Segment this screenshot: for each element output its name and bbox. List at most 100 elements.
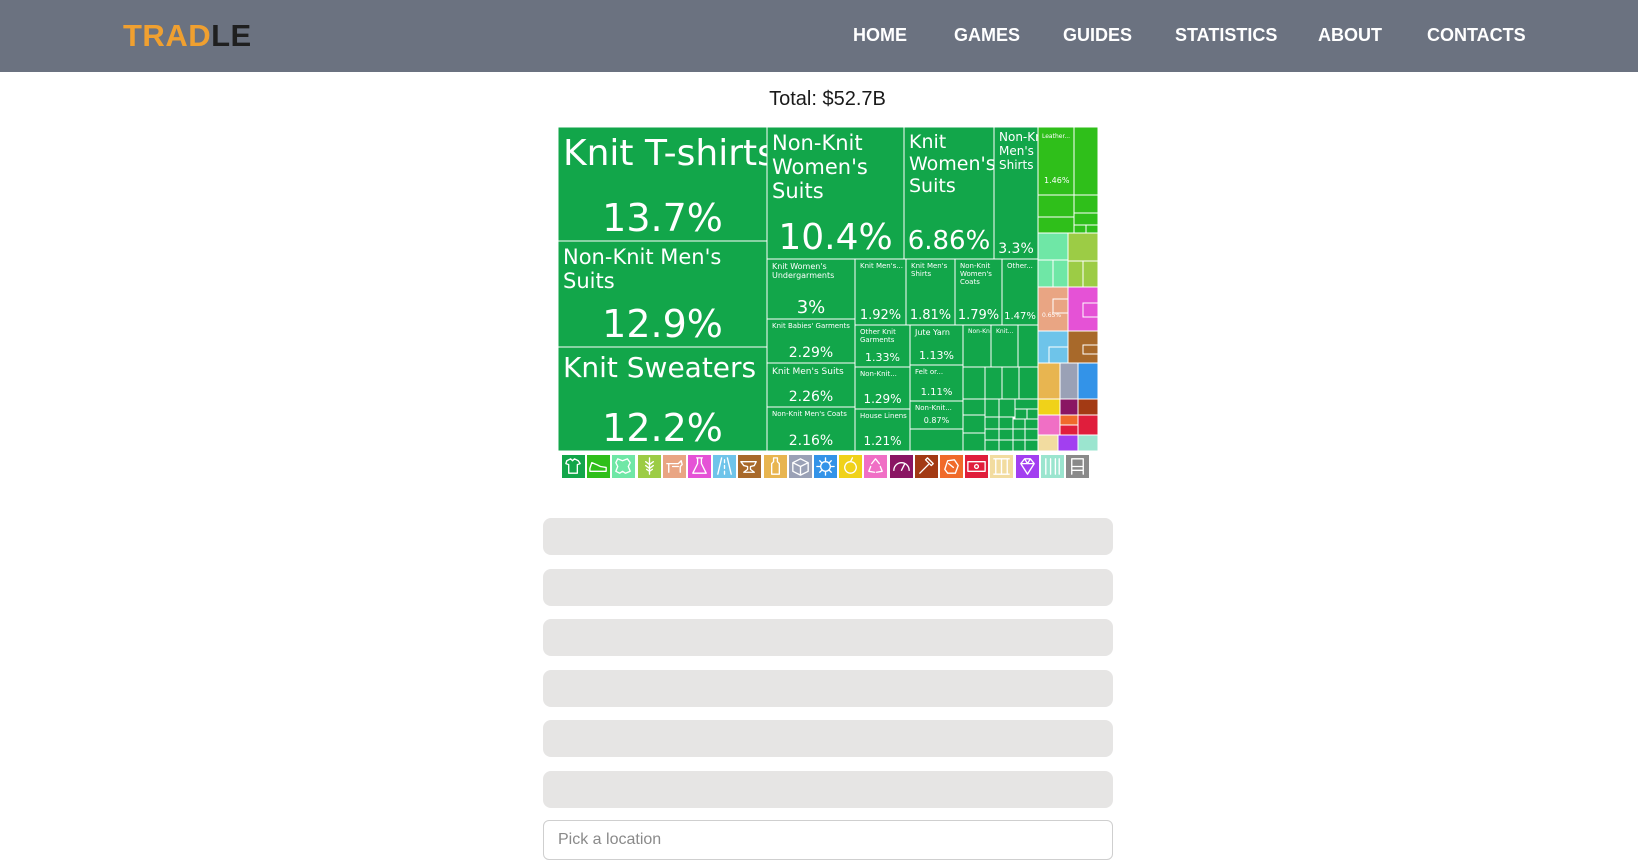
wood-icon[interactable] [990, 455, 1014, 478]
treemap-small-tile [984, 366, 1003, 400]
bottle-icon[interactable] [763, 455, 787, 478]
treemap-small-tile [998, 428, 1014, 441]
guess-slot-6 [543, 771, 1113, 808]
treemap-small-tile [998, 416, 1014, 430]
treemap-category-tile [1067, 232, 1098, 262]
treemap-small-tile [984, 416, 1000, 430]
treemap-svg: Knit T-shirts 13.7% Non-Knit Men's Suits 12.… [558, 127, 1098, 451]
chair-icon[interactable] [1066, 455, 1089, 478]
nav-games-link[interactable]: GAMES [954, 25, 1021, 45]
treemap-tile-percent: 2.16% [789, 433, 833, 449]
treemap-tile-percent: 0.87% [924, 416, 950, 425]
treemap-category-tile [1059, 414, 1079, 426]
treemap-tile-percent: 12.9% [602, 302, 723, 346]
treemap-footwear-tile [1085, 224, 1098, 234]
treemap-category-tile [1059, 362, 1079, 400]
nav-home-link[interactable]: HOME [853, 25, 907, 45]
guess-slot-4 [543, 670, 1113, 707]
nav-guides-link[interactable]: GUIDES [1063, 25, 1133, 45]
export-total: Total: $52.7B [769, 88, 886, 110]
tradle-logo[interactable]: TRADLE [123, 18, 252, 54]
tshirt-icon[interactable] [562, 455, 585, 478]
road-icon[interactable] [713, 455, 737, 478]
treemap-tile-label: Knit T-shirts [563, 133, 776, 174]
treemap-tile-label: Jute Yarn [914, 328, 950, 337]
gear-icon[interactable] [814, 455, 837, 478]
treemap-tile-label: Knit Men's Shirts [911, 262, 948, 278]
treemap-footwear-tile [1073, 212, 1098, 226]
treemap-tile-percent: 1.13% [919, 349, 954, 362]
treemap-category-tile [1037, 232, 1069, 261]
guess-slot-1 [543, 518, 1113, 555]
treemap-small-tile [998, 398, 1016, 418]
treemap-category-tile [1037, 398, 1061, 416]
nav-contacts-link[interactable]: CONTACTS [1427, 25, 1526, 45]
flask-icon[interactable] [688, 455, 711, 478]
nav-about-link[interactable]: ABOUT [1318, 25, 1382, 45]
animal-hide-icon[interactable] [612, 455, 636, 478]
wheat-icon[interactable] [637, 455, 661, 478]
hammer-icon[interactable] [914, 455, 938, 478]
treemap-category-tile [1067, 260, 1084, 288]
treemap-tile-label: Other... [1007, 262, 1033, 270]
treemap-tile-percent: 1.11% [921, 387, 953, 398]
treemap-tile [854, 408, 911, 451]
treemap-small-tile [1001, 366, 1020, 400]
recycle-icon[interactable] [864, 455, 888, 478]
treemap-tile [909, 400, 964, 430]
treemap-footwear-tile [1073, 194, 1098, 214]
treemap-tile-percent: 2.29% [789, 345, 833, 361]
treemap-small-tile [1024, 439, 1039, 451]
box-icon[interactable] [788, 455, 812, 478]
treemap-tile-percent: 1.46% [1044, 176, 1070, 185]
treemap-tile-label: Non-Knit Women's Suits [772, 131, 868, 203]
treemap-tile [905, 258, 956, 326]
treemap-tile-label: Knit Men's... [860, 262, 903, 270]
treemap-tile-percent: 10.4% [778, 217, 892, 258]
treemap-small-tile [962, 414, 986, 434]
treemap-small-tile [1012, 439, 1026, 451]
treemap-tile [909, 324, 964, 366]
anvil-icon[interactable] [738, 455, 762, 478]
paper-icon[interactable] [1040, 455, 1064, 478]
nav-statistics-link[interactable]: STATISTICS [1175, 25, 1278, 45]
treemap-tile-percent: 6.86% [908, 226, 991, 256]
treemap-category-tile [1077, 434, 1098, 451]
fruit-icon[interactable] [839, 455, 863, 478]
treemap-small-tile [984, 439, 1000, 451]
gauge-icon[interactable] [889, 455, 913, 478]
treemap-small-tile [1017, 324, 1039, 368]
treemap-tile-label: Knit... [996, 328, 1014, 335]
treemap-tile-percent: 3.3% [998, 241, 1034, 257]
treemap-small-tile [909, 428, 964, 451]
treemap-category-tile [1037, 434, 1059, 451]
logo-part1: TRAD [123, 18, 212, 53]
treemap-category-tile [1077, 398, 1098, 416]
treemap-tile-label: House Linens [860, 412, 907, 420]
treemap-small-tile [1014, 398, 1039, 410]
stone-icon[interactable] [940, 455, 963, 478]
logo-part2: LE [211, 18, 252, 53]
treemap-tile-label: Felt or... [915, 368, 943, 376]
money-icon[interactable] [965, 455, 989, 478]
treemap-tile-label: Knit Sweaters [563, 351, 756, 384]
treemap-tile-label: Non-Knit Men's Suits [563, 245, 721, 293]
treemap-small-tile [1012, 418, 1026, 430]
diamond-icon[interactable] [1015, 455, 1039, 478]
location-input[interactable] [543, 820, 1113, 860]
animal-icon[interactable] [662, 455, 686, 478]
treemap-tile-percent: 2.26% [789, 389, 833, 405]
treemap-tile-percent: 1.79% [958, 308, 999, 323]
treemap-category-tile [1057, 434, 1079, 451]
treemap-tile-label: Knit Babies' Garments [772, 322, 850, 330]
guess-slot-3 [543, 619, 1113, 656]
guess-slot-2 [543, 569, 1113, 606]
treemap-tile [993, 127, 1039, 260]
treemap-tile [1001, 258, 1039, 326]
treemap-category-tile [1059, 424, 1079, 436]
treemap-footwear-tile [1037, 216, 1075, 234]
shoe-icon[interactable] [587, 455, 611, 478]
top-navbar: TRADLE HOME GAMES GUIDES STATISTICS ABOU… [0, 0, 1638, 72]
treemap-footwear-tile [1073, 127, 1098, 196]
treemap-tile-percent: 1.47% [1004, 311, 1036, 322]
